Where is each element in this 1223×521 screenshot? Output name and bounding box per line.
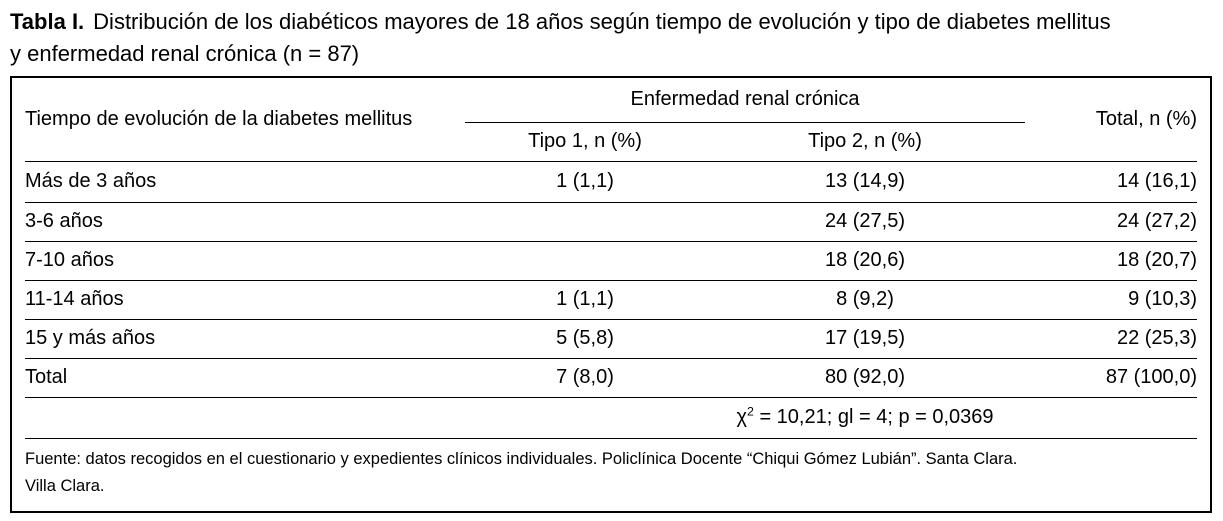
row-label: 11-14 años [25,280,465,320]
tipo2-value: 8 (9,2) [705,280,1026,320]
tipo2-value: 18 (20,6) [705,241,1026,281]
tipo2-value: 17 (19,5) [705,319,1026,359]
table-caption: Tabla I. Distribución de los diabéticos m… [10,6,1215,70]
total-value: 24 (27,2) [1025,202,1198,242]
tipo1-value: 7 (8,0) [465,358,705,398]
tipo2-value: 13 (14,9) [705,161,1026,203]
row-label: 7-10 años [25,241,465,281]
chi-values: = 10,21; gl = 4; p = 0,0369 [753,406,994,428]
row-label: 15 y más años [25,319,465,359]
table-caption-text: Distribución de los diabéticos mayores d… [93,9,1111,34]
row-label: Más de 3 años [25,161,465,203]
empty-cell [1025,397,1198,439]
col-header-evolution-time: Tiempo de evolución de la diabetes melli… [25,78,465,162]
total-value: 14 (16,1) [1025,161,1198,203]
empty-cell [25,397,465,439]
tipo2-value: 80 (92,0) [705,358,1026,398]
row-label: 3-6 años [25,202,465,242]
table-row: 15 y más años 5 (5,8) 17 (19,5) 22 (25,3… [25,319,1198,359]
tipo1-value: 1 (1,1) [465,161,705,203]
col-header-total: Total, n (%) [1025,78,1198,162]
table-caption-line1: Tabla I. Distribución de los diabéticos m… [10,6,1215,38]
row-label: Total [25,358,465,398]
tipo2-value: 24 (27,5) [705,202,1026,242]
total-value: 22 (25,3) [1025,319,1198,359]
source-note: Fuente: datos recogidos en el cuestionar… [25,446,1185,500]
total-value: 87 (100,0) [1025,358,1198,398]
table-row: 7-10 años 18 (20,6) 18 (20,7) [25,241,1198,281]
chi-square-statistic: χ2 = 10,21; gl = 4; p = 0,0369 [705,397,1026,439]
empty-cell [465,397,705,439]
table-row: 3-6 años 24 (27,5) 24 (27,2) [25,202,1198,242]
source-note-line1: Fuente: datos recogidos en el cuestionar… [25,450,1018,468]
table-row: Más de 3 años 1 (1,1) 13 (14,9) 14 (16,1… [25,161,1198,203]
statistics-row: χ2 = 10,21; gl = 4; p = 0,0369 [25,397,1198,439]
total-value: 18 (20,7) [1025,241,1198,281]
col-header-renal-disease-group: Enfermedad renal crónica [465,78,1026,123]
chi-symbol: χ [736,406,747,428]
table-caption-line2: y enfermedad renal crónica (n = 87) [10,41,360,66]
chi-exponent: 2 [746,404,754,419]
distribution-table: Tiempo de evolución de la diabetes melli… [25,78,1198,439]
table-row-total: Total 7 (8,0) 80 (92,0) 87 (100,0) [25,358,1198,398]
tipo1-value [465,202,705,242]
table-caption-label: Tabla I. [10,9,85,34]
table-row: 11-14 años 1 (1,1) 8 (9,2) 9 (10,3) [25,280,1198,320]
total-value: 9 (10,3) [1025,280,1198,320]
col-header-tipo1: Tipo 1, n (%) [465,122,705,162]
tipo1-value: 1 (1,1) [465,280,705,320]
source-note-line2: Villa Clara. [25,477,105,495]
col-header-tipo2: Tipo 2, n (%) [705,122,1026,162]
header-row-group: Tiempo de evolución de la diabetes melli… [25,78,1198,162]
header-row-subtypes: Tipo 1, n (%) Tipo 2, n (%) [25,122,1197,162]
table-frame: Tiempo de evolución de la diabetes melli… [10,76,1212,513]
tipo1-value: 5 (5,8) [465,319,705,359]
tipo1-value [465,241,705,281]
